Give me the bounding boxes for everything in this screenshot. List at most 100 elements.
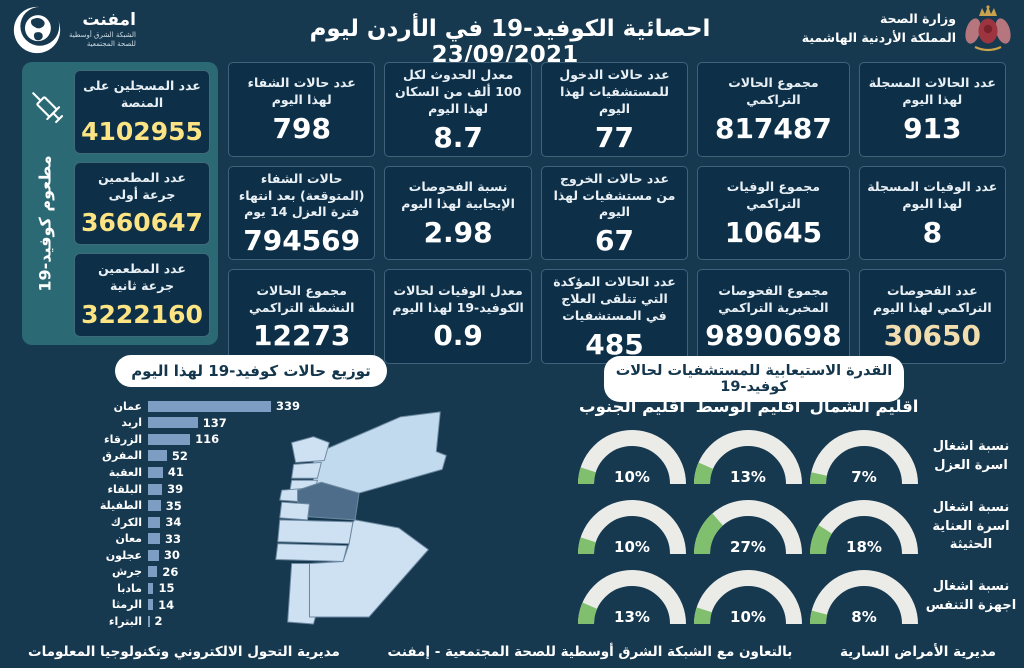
bar-category-label: معان — [115, 532, 142, 546]
bar-row: مادبا 15 — [84, 580, 324, 597]
bar-value: 26 — [162, 564, 179, 579]
bar — [148, 483, 163, 495]
stat-card-confirmed-in-hospitals: عدد الحالات المؤكدة التي تتلقى العلاج في… — [540, 269, 689, 364]
bar-category-label: عجلون — [105, 548, 142, 562]
bar-row: العقبة 41 — [84, 464, 324, 481]
bar-value: 2 — [154, 614, 163, 629]
bar-row: البتراء 2 — [84, 613, 324, 630]
vax-card-value: 3222160 — [81, 300, 203, 330]
page-title: احصائية الكوفيد-19 في الأردن ليوم 23/09/… — [250, 16, 770, 68]
bar-row: عمان 339 — [84, 398, 324, 415]
stat-label: عدد حالات الدخول للمستشفيات لهذا اليوم — [559, 67, 670, 116]
vax-card-label: عدد المطعمين جرعة ثانية — [98, 261, 186, 294]
bar-row: جرش 26 — [84, 563, 324, 580]
bar-category-label: البتراء — [108, 614, 142, 628]
bar — [148, 615, 150, 627]
gauge-isolation-south: 10% — [576, 427, 688, 487]
map-governorate-irbid — [291, 436, 330, 463]
region-header-north: اقليم الشمال — [809, 396, 919, 416]
stat-value: 913 — [903, 112, 962, 146]
map-governorate-maan — [308, 519, 429, 618]
page-title-text: احصائية الكوفيد-19 في الأردن ليوم — [309, 16, 711, 42]
map-governorate-mafraq — [312, 411, 447, 494]
bar-category-label: اربد — [121, 416, 142, 430]
gauge-value: 13% — [614, 608, 650, 626]
gauge-icu-north: 18% — [808, 497, 920, 557]
gauge-ventilators-center: 10% — [692, 567, 804, 627]
gauge-isolation-center: 13% — [692, 427, 804, 487]
gauge-ventilators-south: 13% — [576, 567, 688, 627]
jordan-map — [252, 394, 470, 630]
bar-row: عجلون 30 — [84, 547, 324, 564]
ministry-crest-icon — [965, 5, 1011, 52]
syringe-icon — [24, 84, 72, 136]
stat-value: 9890698 — [705, 319, 842, 353]
map-governorate-aqaba — [287, 563, 316, 625]
bar-value: 33 — [164, 531, 181, 546]
footer-communicable-diseases-directorate: مديرية الأمراض السارية — [839, 644, 996, 660]
bar-value: 52 — [171, 448, 188, 463]
vax-card-second-dose: عدد المطعمين جرعة ثانية 3222160 — [74, 253, 210, 338]
stat-label: معدل الحدوث لكل 100 ألف من السكان لهذا ا… — [394, 67, 522, 116]
capacity-row-label-ventilators: نسبة اشغال اجهزة التنفس — [925, 579, 1017, 613]
stat-card-cumulative-deaths: مجموع الوفيات التراكمي 10645 — [697, 165, 850, 261]
region-header-center: اقليم الوسط — [695, 396, 801, 416]
bar-category-label: الرمثا — [111, 598, 142, 612]
gauge-value: 10% — [614, 468, 650, 486]
stat-label: عدد الحالات المؤكدة التي تتلقى العلاج في… — [553, 274, 676, 323]
header: امفنت الشبكة الشرق أوسطية للصحة المجتمعي… — [0, 0, 1024, 68]
bar-category-label: البلقاء — [107, 482, 142, 496]
stat-label: حالات الشفاء (المتوقعة) بعد انتهاء فترة … — [238, 170, 365, 220]
bar — [148, 533, 160, 545]
gauge-value: 13% — [730, 468, 766, 486]
bar-value: 34 — [165, 515, 182, 530]
bar — [148, 549, 159, 561]
capacity-row-label-icu-beds: نسبة اشغال اسرة العناية الحثيثة — [932, 499, 1010, 553]
bar — [148, 599, 154, 611]
stat-card-tests-today: عدد الفحوصات التراكمي لهذا اليوم 30650 — [858, 269, 1006, 364]
bar-category-label: الطفيلة — [99, 499, 142, 513]
bar-category-label: مادبا — [117, 581, 142, 595]
bar-row: الكرك 34 — [84, 514, 324, 531]
gauge-value: 18% — [846, 538, 882, 556]
stat-value: 30650 — [883, 319, 982, 353]
vax-card-value: 4102955 — [81, 116, 203, 146]
region-header-south: اقليم الجنوب — [578, 396, 686, 416]
vax-card-registered: عدد المسجلين على المنصة 4102955 — [74, 70, 210, 154]
stat-card-hospital-admissions-today: عدد حالات الدخول للمستشفيات لهذا اليوم 7… — [540, 62, 689, 157]
vaccination-side-label: مطعوم كوفيد-19 — [35, 155, 55, 292]
capacity-row-label-isolation-beds: نسبة اشغال اسرة العزل — [932, 439, 1010, 473]
vax-card-first-dose: عدد المطعمين جرعة أولى 3660647 — [74, 161, 210, 246]
bar-value: 15 — [158, 581, 175, 596]
footer-it-directorate: مديرية التحول الالكتروني وتكنولوجيا المع… — [28, 644, 340, 660]
stat-value: 12273 — [253, 319, 351, 353]
bar-value: 41 — [167, 465, 184, 480]
vax-card-label: عدد المطعمين جرعة أولى — [98, 169, 186, 202]
vax-card-value: 3660647 — [81, 208, 203, 238]
stat-value: 485 — [585, 327, 644, 361]
bar-row: معان 33 — [84, 530, 324, 547]
bar-category-label: العقبة — [108, 465, 142, 479]
bar — [148, 500, 161, 512]
bar-value: 137 — [202, 415, 227, 430]
stat-value: 8 — [922, 215, 943, 249]
gauge-icu-center: 27% — [692, 497, 804, 557]
gauge-value: 10% — [614, 538, 650, 556]
gauge-value: 7% — [851, 468, 877, 486]
stat-label: عدد الوفيات المسجلة لهذا اليوم — [867, 179, 998, 211]
stat-value: 8.7 — [433, 120, 483, 154]
bar — [148, 450, 167, 462]
ministry-logo-block: وزارة الصحة المملكة الأردنية الهاشمية — [802, 4, 1014, 54]
bar-row: الرمثا 14 — [84, 597, 324, 614]
stat-label: عدد حالات الخروج من مستشفيات لهذا اليوم — [553, 170, 676, 220]
stat-label: معدل الوفيات لحالات الكوفيد-19 لهذا اليو… — [392, 282, 524, 315]
bar-row: المفرق 52 — [84, 448, 324, 465]
stat-card-expected-recoveries: حالات الشفاء (المتوقعة) بعد انتهاء فترة … — [228, 165, 376, 261]
stat-card-recoveries-today: عدد حالات الشفاء لهذا اليوم 798 — [228, 62, 376, 157]
bar — [148, 566, 158, 578]
ministry-kingdom: المملكة الأردنية الهاشمية — [801, 30, 956, 45]
stat-value: 794569 — [243, 224, 361, 258]
gauge-isolation-north: 7% — [808, 427, 920, 487]
stat-label: عدد الحالات المسجلة لهذا اليوم — [868, 75, 996, 108]
